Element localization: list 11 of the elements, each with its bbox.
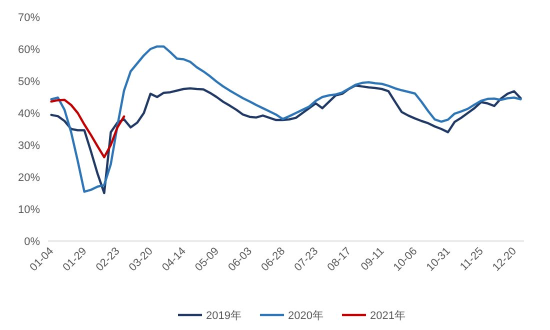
y-tick-label: 30% (18, 140, 40, 152)
y-tick-label: 40% (18, 108, 40, 120)
legend-label: 2021年 (370, 310, 406, 322)
y-tick-label: 60% (18, 44, 40, 56)
legend-label: 2020年 (288, 310, 324, 322)
y-tick-label: 50% (18, 76, 40, 88)
y-tick-label: 0% (24, 236, 40, 248)
y-tick-label: 10% (18, 204, 40, 216)
legend-label: 2019年 (206, 310, 242, 322)
y-tick-label: 20% (18, 172, 40, 184)
y-tick-label: 70% (18, 12, 40, 24)
